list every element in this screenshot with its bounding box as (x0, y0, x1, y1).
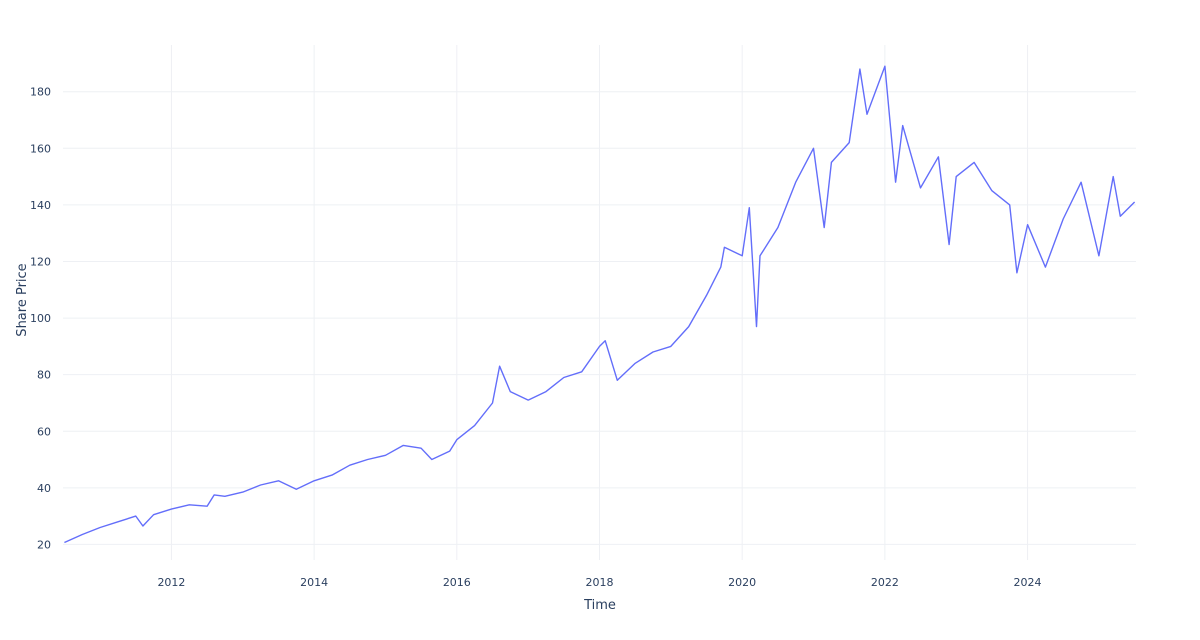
x-tick-label: 2012 (157, 576, 185, 589)
x-tick-label: 2020 (728, 576, 756, 589)
y-tick-label: 40 (37, 482, 51, 495)
y-tick-label: 80 (37, 369, 51, 382)
x-tick-label: 2016 (443, 576, 471, 589)
y-tick-label: 140 (30, 199, 51, 212)
x-tick-label: 2024 (1014, 576, 1042, 589)
y-tick-label: 20 (37, 538, 51, 551)
x-tick-label: 2018 (586, 576, 614, 589)
y-tick-label: 100 (30, 312, 51, 325)
y-tick-label: 160 (30, 142, 51, 155)
tick-layer: 2012 2014 2016 2018 2020 2022 2024 20 40 60 80 100 1… (30, 86, 1042, 589)
y-tick-label: 60 (37, 425, 51, 438)
x-tick-label: 2022 (871, 576, 899, 589)
x-axis-title: Time (583, 598, 616, 613)
y-axis-title: Share Price (15, 263, 30, 336)
series-layer (64, 65, 1136, 544)
x-tick-label: 2014 (300, 576, 328, 589)
y-tick-label: 120 (30, 255, 51, 268)
share-price-series-line (64, 65, 1136, 544)
grid-layer (63, 45, 1136, 560)
y-tick-label: 180 (30, 86, 51, 99)
